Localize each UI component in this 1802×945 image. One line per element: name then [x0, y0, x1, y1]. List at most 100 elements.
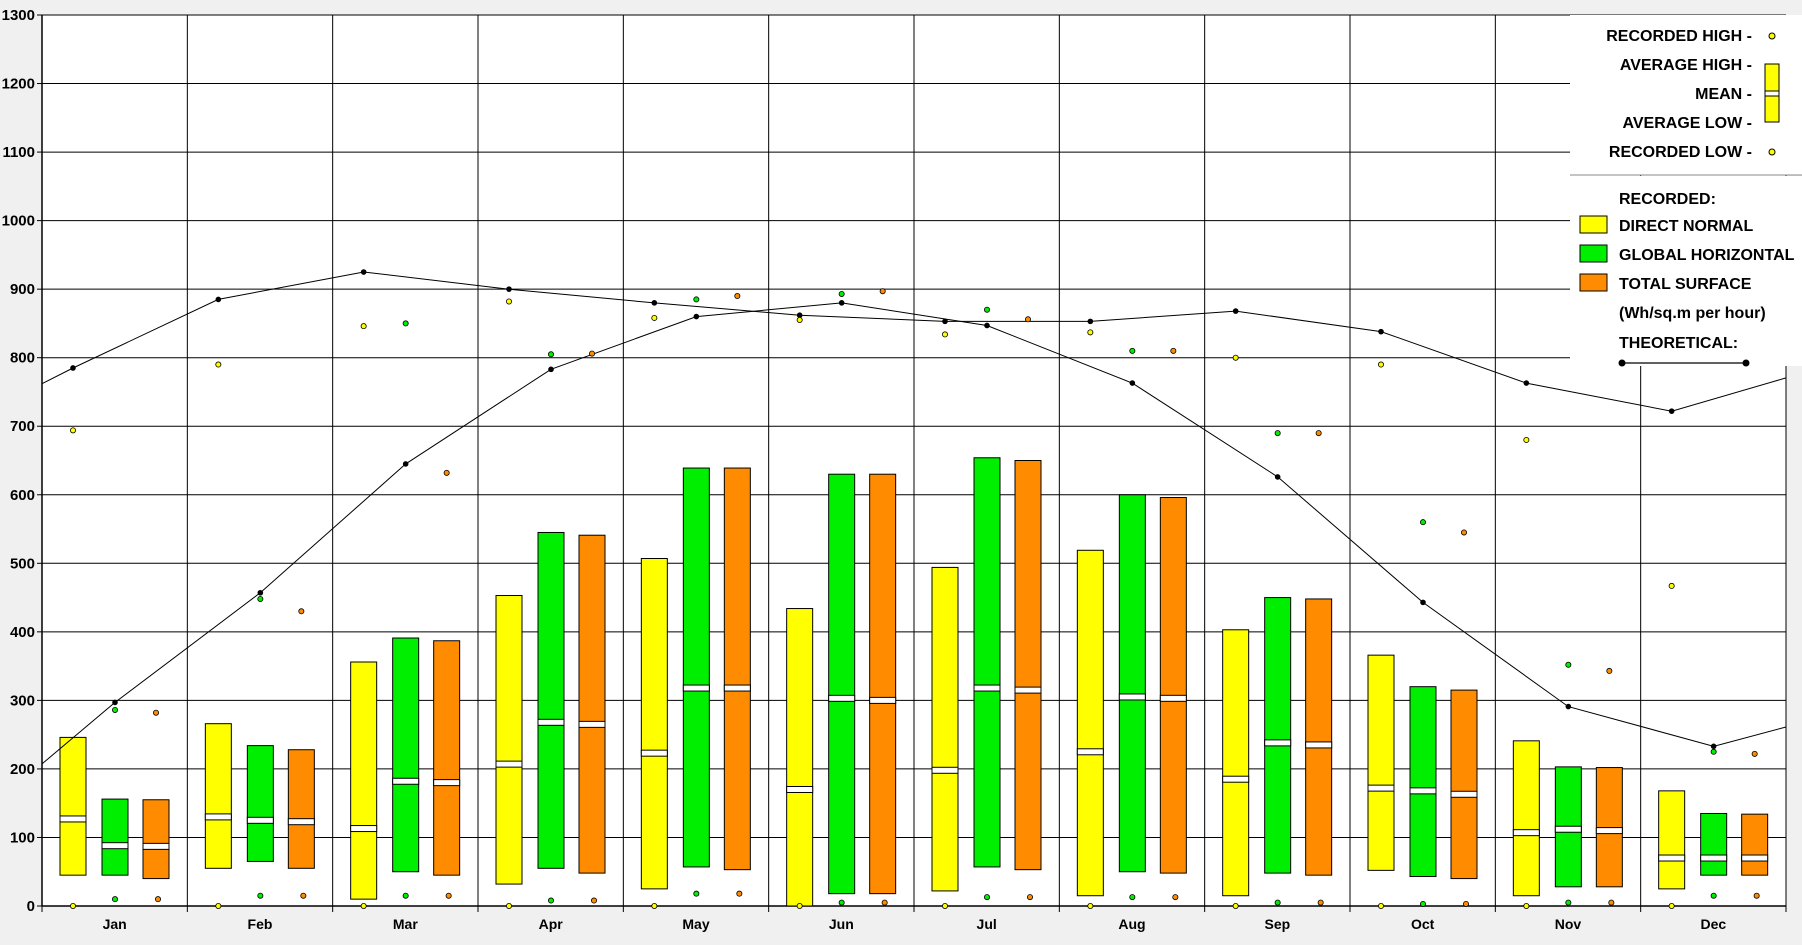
theoretical-global-point [257, 589, 264, 596]
recorded-high-dot [942, 331, 949, 338]
bar-layer [59, 457, 1769, 907]
mean-marker [59, 815, 87, 823]
theoretical-global-point [1274, 474, 1281, 480]
y-tick-label: 300 [10, 692, 35, 709]
legend-box-bottom [1570, 176, 1802, 366]
bar-total-surface [1159, 497, 1187, 874]
theoretical-global-point [1420, 599, 1426, 606]
mean-marker [1595, 827, 1623, 835]
theoretical-global-point [984, 322, 990, 329]
bar-total-surface [1450, 689, 1478, 880]
mean-marker [1264, 739, 1292, 747]
recorded-low-dot [736, 890, 743, 897]
recorded-high-dot [1461, 529, 1468, 536]
recorded-high-dot [1710, 748, 1717, 755]
mean-marker [1700, 854, 1728, 862]
x-tick-label: Aug [1118, 916, 1145, 932]
y-tick-label: 700 [10, 418, 35, 435]
bar-direct-normal [1658, 790, 1686, 890]
legend-recorded-low: RECORDED LOW - [1609, 144, 1752, 161]
mean-marker [723, 684, 751, 692]
recorded-low-dot [591, 897, 598, 904]
axis-layer: 0 100 200 300 400 500 600 700 800 900 1000 1100 1200… [2, 7, 1786, 932]
theoretical-direct-normal-point [1378, 328, 1384, 335]
recorded-low-dot [1565, 899, 1572, 906]
legend-mean: MEAN - [1695, 86, 1752, 103]
x-tick-label: Dec [1700, 916, 1726, 932]
theoretical-direct-normal-point [651, 300, 658, 306]
bar-direct-normal [204, 723, 232, 869]
legend-direct-normal: DIRECT NORMAL [1619, 218, 1753, 235]
theoretical-global-point [112, 699, 118, 706]
recorded-high-dot [838, 290, 845, 297]
legend-global-horizontal-swatch [1579, 244, 1608, 263]
bar-total-surface [287, 749, 315, 869]
recorded-high-dot [1274, 430, 1281, 437]
y-tick-label: 400 [10, 624, 35, 641]
bar-total-surface [869, 473, 897, 895]
recorded-low-dot [1463, 900, 1470, 907]
y-tick-label: 1100 [2, 144, 35, 161]
recorded-high-dot [402, 320, 409, 327]
recorded-low-dot [838, 899, 845, 906]
mean-marker [1159, 694, 1187, 702]
theoretical-direct-normal-point [1232, 308, 1239, 314]
y-tick-label: 1000 [2, 213, 35, 230]
x-tick-label: May [682, 916, 709, 932]
mean-marker [1554, 825, 1582, 833]
recorded-low-dot [984, 894, 991, 901]
legend-theoretical-dot-left [1618, 359, 1626, 367]
legend: RECORDED HIGH - AVERAGE HIGH - MEAN - AV… [1570, 15, 1802, 367]
legend-recorded-high-dot [1768, 32, 1776, 40]
recorded-low-dot [651, 903, 658, 910]
x-tick-label: Apr [539, 916, 564, 932]
recorded-low-dot [1753, 892, 1760, 899]
recorded-high-dot [298, 608, 305, 615]
recorded-low-dot [548, 897, 555, 904]
mean-marker [973, 684, 1001, 692]
theoretical-global-point [402, 461, 409, 467]
recorded-high-dot [1025, 316, 1032, 323]
recorded-dot-layer [70, 288, 1760, 910]
recorded-high-dot [257, 595, 264, 602]
x-tick-label: Sep [1264, 916, 1290, 932]
recorded-high-dot [1565, 661, 1572, 668]
theoretical-direct-normal-point [215, 296, 222, 303]
recorded-high-dot [651, 314, 658, 321]
theoretical-global-point [1565, 703, 1572, 710]
recorded-low-dot [1172, 894, 1179, 901]
mean-marker [495, 760, 523, 768]
theoretical-line-layer [41, 269, 1787, 765]
mean-marker [578, 720, 606, 728]
y-tick-label: 100 [10, 829, 35, 846]
recorded-high-dot [1087, 329, 1094, 336]
bar-global-horizontal [1264, 597, 1292, 874]
recorded-high-dot [1420, 519, 1427, 526]
mean-marker [101, 842, 129, 850]
recorded-low-dot [1232, 903, 1239, 910]
recorded-low-dot [505, 903, 512, 910]
theoretical-global-point [838, 300, 845, 306]
recorded-high-dot [360, 323, 367, 330]
bar-total-surface [578, 534, 606, 874]
recorded-high-dot [796, 316, 803, 323]
theoretical-direct-normal-point [70, 365, 76, 371]
x-tick-label: Oct [1411, 916, 1435, 932]
y-tick-label: 200 [10, 761, 35, 778]
bar-direct-normal [350, 661, 378, 900]
theoretical-direct-normal-point [942, 318, 948, 325]
recorded-low-dot [1710, 892, 1717, 899]
recorded-high-dot [443, 469, 450, 476]
y-tick-label: 900 [10, 281, 35, 298]
recorded-low-dot [1668, 903, 1675, 910]
mean-marker [931, 766, 959, 774]
bar-direct-normal [640, 558, 668, 890]
recorded-high-dot [879, 288, 886, 295]
recorded-high-dot [693, 296, 700, 303]
recorded-low-dot [942, 903, 949, 910]
recorded-low-dot [70, 903, 77, 910]
legend-box-top [1570, 15, 1802, 175]
legend-direct-normal-swatch [1579, 215, 1608, 234]
bar-total-surface [1014, 460, 1042, 871]
